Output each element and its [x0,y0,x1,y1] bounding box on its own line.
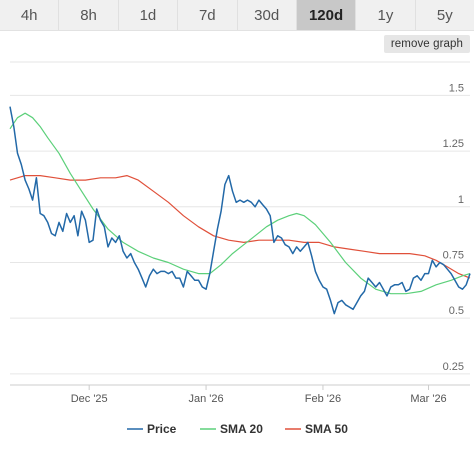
x-tick-label: Jan '26 [188,393,223,405]
x-tick-label: Mar '26 [410,393,446,405]
tab-1y[interactable]: 1y [356,0,416,30]
tab-7d[interactable]: 7d [178,0,238,30]
legend-label-sma-50: SMA 50 [305,422,348,436]
y-tick-label: 0.5 [449,305,464,317]
tab-8h[interactable]: 8h [59,0,119,30]
y-tick-label: 1.5 [449,82,464,94]
y-tick-label: 1 [458,194,464,206]
series-line-price [9,106,471,315]
legend-label-sma-20: SMA 20 [220,422,263,436]
tab-120d[interactable]: 120d [296,0,357,30]
remove-graph-button[interactable]: remove graph [383,35,470,53]
series-line-sma-20 [9,112,471,295]
tab-4h[interactable]: 4h [0,0,60,30]
tab-30d[interactable]: 30d [238,0,297,30]
legend-label-price: Price [147,422,177,436]
timeframe-tabs: 4h 8h 1d 7d 30d 120d 1y 5y [0,0,474,31]
tab-5y[interactable]: 5y [436,6,453,24]
series-line-sma-50 [9,175,471,279]
y-tick-label: 0.25 [443,361,464,373]
y-tick-label: 0.75 [443,249,464,261]
y-tick-label: 1.25 [443,138,464,150]
tab-1d[interactable]: 1d [119,0,179,30]
x-tick-label: Dec '25 [71,393,108,405]
x-tick-label: Feb '26 [305,393,341,405]
